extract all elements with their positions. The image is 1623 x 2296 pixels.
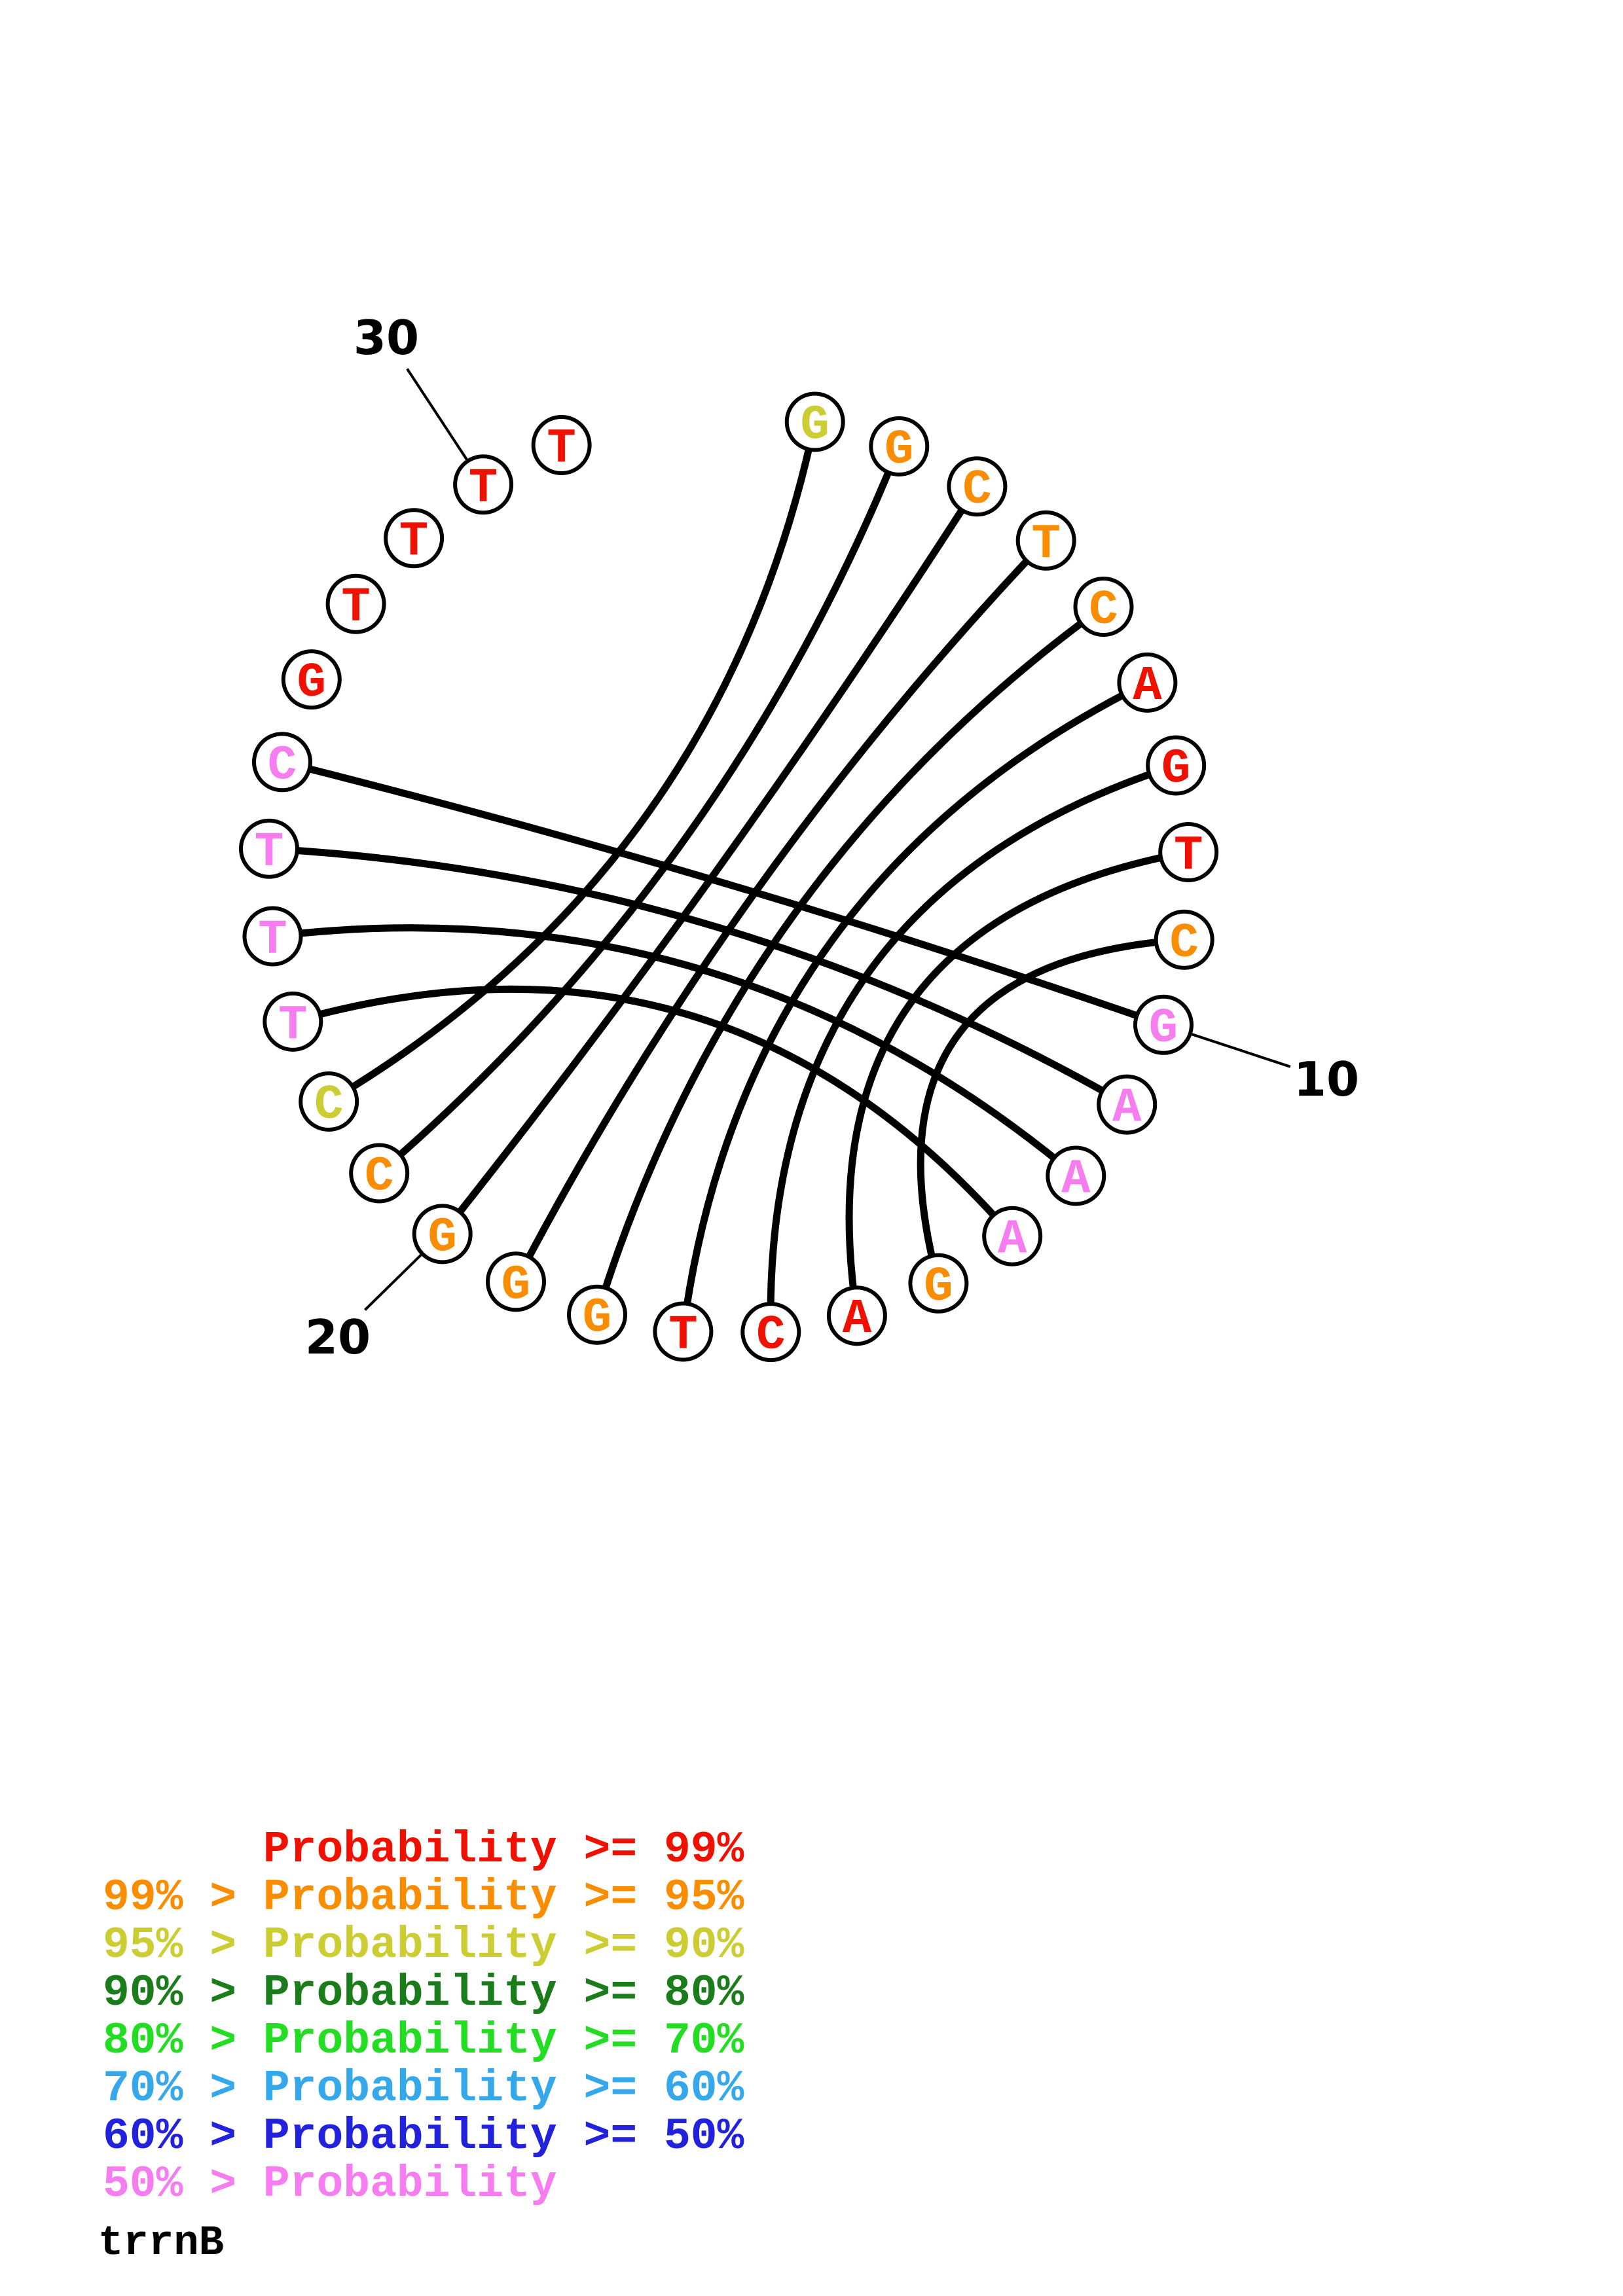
base-pair-arc-3-20	[439, 482, 981, 1238]
leader-line-30	[406, 368, 468, 460]
legend-row-p60: 70% > Probability >= 60%	[103, 2064, 744, 2114]
nucleotide-letter-13-A: A	[998, 1213, 1027, 1268]
nucleotide-letter-1-G: G	[800, 399, 829, 454]
nucleotide-letter-22-C: C	[314, 1078, 343, 1133]
nucleotide-letter-24-T: T	[258, 913, 287, 968]
nucleotide-node-28	[325, 573, 386, 634]
base-pair-arc-2-21	[375, 442, 903, 1177]
nucleotide-letter-15-A: A	[843, 1292, 872, 1347]
nucleotide-node-3	[947, 456, 1008, 517]
nucleotide-node-10	[1133, 994, 1194, 1055]
nucleotide-node-7	[1146, 735, 1207, 796]
nucleotide-letter-2-G: G	[884, 423, 913, 478]
base-pair-arcs	[265, 418, 1192, 1336]
nucleotide-letter-23-T: T	[278, 998, 307, 1053]
nucleotide-letter-26-C: C	[268, 738, 297, 793]
nucleotide-node-15	[826, 1285, 887, 1346]
nucleotide-letter-30-T: T	[469, 461, 498, 516]
nucleotide-node-5	[1073, 577, 1134, 637]
nucleotide-node-19	[486, 1251, 546, 1312]
nucleotide-node-1	[784, 391, 845, 452]
base-pair-arc-7-16	[767, 762, 1180, 1336]
leader-line-10	[1192, 1033, 1291, 1068]
base-pair-arc-11-25	[265, 845, 1131, 1109]
nucleotide-node-4	[1015, 510, 1076, 571]
base-pair-arc-10-26	[278, 758, 1167, 1029]
plot-title: trrnB	[98, 2220, 225, 2267]
nucleotide-letter-7-G: G	[1161, 742, 1190, 797]
nucleotide-node-21	[349, 1143, 410, 1204]
legend-row-lt50: 50% > Probability	[103, 2159, 557, 2210]
base-pair-arc-12-24	[269, 924, 1080, 1179]
nucleotide-node-26	[252, 732, 312, 793]
label-leader-lines	[363, 368, 1291, 1311]
nucleotide-node-18	[567, 1284, 627, 1345]
nucleotide-node-31	[531, 415, 592, 475]
nucleotide-node-23	[263, 991, 323, 1052]
position-label-30: 30	[354, 310, 419, 365]
nucleotide-node-30	[453, 454, 514, 515]
nucleotide-node-11	[1097, 1074, 1158, 1135]
legend-row-p70: 80% > Probability >= 70%	[103, 2016, 744, 2066]
nucleotide-letter-10-G: G	[1149, 1001, 1178, 1056]
nucleotide-letter-19-G: G	[501, 1258, 530, 1313]
legend-row-p90: 95% > Probability >= 90%	[103, 1920, 744, 1971]
base-pair-arc-9-14	[917, 936, 1188, 1287]
nucleotide-letter-9-C: C	[1169, 916, 1198, 971]
nucleotide-letter-16-C: C	[756, 1308, 785, 1363]
nucleotide-letter-8-T: T	[1174, 829, 1203, 884]
nucleotide-letter-27-G: G	[297, 656, 326, 711]
nucleotide-node-8	[1158, 822, 1219, 882]
nucleotide-node-27	[281, 649, 342, 710]
nucleotide-node-29	[384, 508, 445, 569]
nucleotide-letter-14-G: G	[924, 1260, 953, 1315]
nucleotide-letter-12-A: A	[1061, 1153, 1091, 1208]
legend-row-p50: 60% > Probability >= 50%	[103, 2111, 744, 2162]
nucleotide-letter-4-T: T	[1031, 517, 1060, 572]
nucleotide-node-16	[740, 1302, 801, 1363]
nucleotide-node-22	[299, 1071, 359, 1132]
base-pair-arc-8-15	[845, 848, 1192, 1319]
nucleotide-node-20	[412, 1204, 473, 1265]
nucleotide-node-25	[239, 818, 299, 879]
nucleotide-letter-29-T: T	[399, 514, 428, 569]
nucleotide-letter-21-C: C	[365, 1150, 393, 1205]
nucleotide-letter-20-G: G	[428, 1210, 456, 1265]
nucleotide-letter-3-C: C	[962, 463, 991, 518]
nucleotide-letter-6-A: A	[1133, 659, 1162, 714]
nucleotide-node-17	[653, 1301, 714, 1362]
nucleotide-node-2	[869, 416, 930, 476]
legend-row-p99: Probability >= 99%	[103, 1825, 744, 1875]
leader-line-20	[363, 1254, 422, 1311]
nucleotide-node-12	[1046, 1145, 1106, 1206]
nucleotide-node-13	[982, 1206, 1043, 1266]
position-labels: 30 20 10	[305, 310, 1359, 1365]
position-label-10: 10	[1294, 1052, 1359, 1107]
base-pair-arc-5-18	[593, 603, 1107, 1319]
nucleotide-node-24	[242, 906, 303, 967]
legend-row-p95: 99% > Probability >= 95%	[103, 1873, 744, 1923]
base-pair-arc-13-23	[289, 985, 1016, 1240]
nucleotide-letter-17-T: T	[668, 1308, 697, 1363]
nucleotide-node-6	[1117, 652, 1178, 713]
position-label-20: 20	[305, 1310, 371, 1365]
nucleotide-letter-5-C: C	[1089, 583, 1118, 638]
nucleotide-letter-28-T: T	[341, 581, 370, 636]
base-pair-arc-1-22	[325, 418, 819, 1105]
nucleotide-letter-18-G: G	[583, 1291, 611, 1346]
nucleotide-letter-31-T: T	[547, 422, 575, 476]
nucleotide-letter-11-A: A	[1112, 1081, 1142, 1136]
base-pair-arc-6-17	[679, 679, 1151, 1335]
nucleotide-node-14	[908, 1253, 969, 1314]
nucleotide-node-9	[1154, 909, 1214, 970]
nucleotide-letter-25-T: T	[255, 825, 283, 880]
legend-row-p80: 90% > Probability >= 80%	[103, 1968, 744, 2018]
